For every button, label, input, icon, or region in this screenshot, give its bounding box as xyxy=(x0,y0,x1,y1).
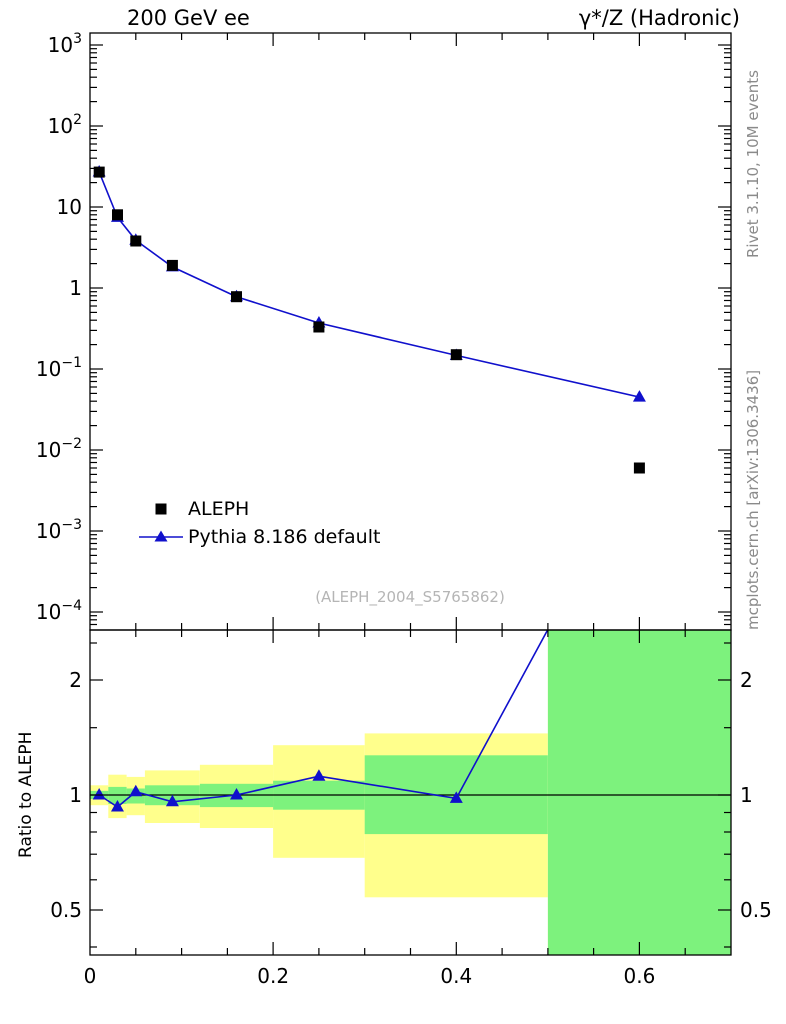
analysis-watermark: (ALEPH_2004_S5765862) xyxy=(315,588,505,606)
svg-text:0.2: 0.2 xyxy=(257,964,289,988)
legend-item-aleph: ALEPH xyxy=(188,498,250,520)
svg-text:10: 10 xyxy=(57,195,82,219)
svg-text:102: 102 xyxy=(48,112,82,138)
svg-text:103: 103 xyxy=(48,31,82,57)
svg-text:10−3: 10−3 xyxy=(36,517,82,543)
svg-text:10−1: 10−1 xyxy=(36,355,82,381)
svg-text:1: 1 xyxy=(69,276,82,300)
svg-text:10−4: 10−4 xyxy=(36,598,82,624)
plot-title-left: 200 GeV ee xyxy=(127,6,250,30)
legend-item-pythia: Pythia 8.186 default xyxy=(188,526,381,548)
svg-text:1: 1 xyxy=(740,783,753,807)
svg-text:0.5: 0.5 xyxy=(740,898,772,922)
legend: ALEPH Pythia 8.186 default xyxy=(188,497,380,553)
svg-text:0.5: 0.5 xyxy=(50,898,82,922)
svg-text:0.4: 0.4 xyxy=(440,964,472,988)
svg-text:10−2: 10−2 xyxy=(36,436,82,462)
svg-text:2: 2 xyxy=(740,668,753,692)
svg-text:1: 1 xyxy=(69,783,82,807)
plot-title-right: γ*/Z (Hadronic) xyxy=(578,6,740,30)
svg-text:0.6: 0.6 xyxy=(624,964,656,988)
svg-text:0: 0 xyxy=(84,964,97,988)
svg-text:2: 2 xyxy=(69,668,82,692)
